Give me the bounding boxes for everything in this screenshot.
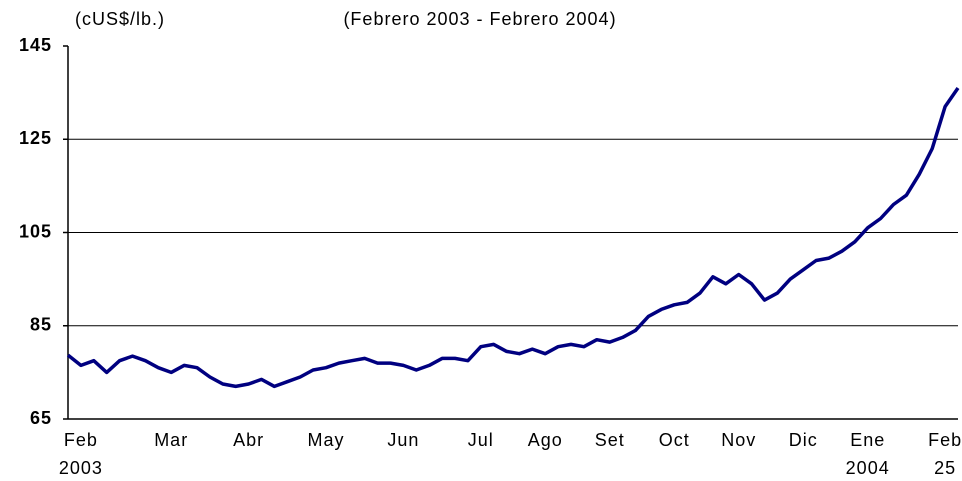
x-tick-label: Jul	[468, 430, 494, 450]
y-axis-label: (cUS$/lb.)	[75, 9, 165, 29]
y-tick-label: 85	[30, 315, 52, 335]
x-tick-label: Oct	[659, 430, 690, 450]
y-tick-label: 125	[19, 128, 52, 148]
x-tick-label: Mar	[154, 430, 188, 450]
line-series	[66, 87, 960, 389]
x-tick-label: Ene	[850, 430, 885, 450]
y-tick-label: 105	[19, 221, 52, 241]
x-tick-label: May	[307, 430, 344, 450]
y-tick-label: 65	[30, 408, 52, 428]
y-tick-label: 145	[19, 35, 52, 55]
x-tick-label: Abr	[233, 430, 264, 450]
x-tick-label: Nov	[721, 430, 756, 450]
x-tick-label: Set	[595, 430, 625, 450]
x-tick-label-2: 25	[934, 458, 956, 478]
x-tick-label-2: 2003	[59, 458, 103, 478]
x-tick-label: Ago	[528, 430, 563, 450]
x-tick-label: Feb	[64, 430, 98, 450]
chart-title: (Febrero 2003 - Febrero 2004)	[343, 9, 616, 29]
x-tick-label: Feb	[928, 430, 962, 450]
x-tick-label-2: 2004	[846, 458, 890, 478]
x-tick-label: Dic	[789, 430, 818, 450]
x-tick-label: Jun	[387, 430, 419, 450]
